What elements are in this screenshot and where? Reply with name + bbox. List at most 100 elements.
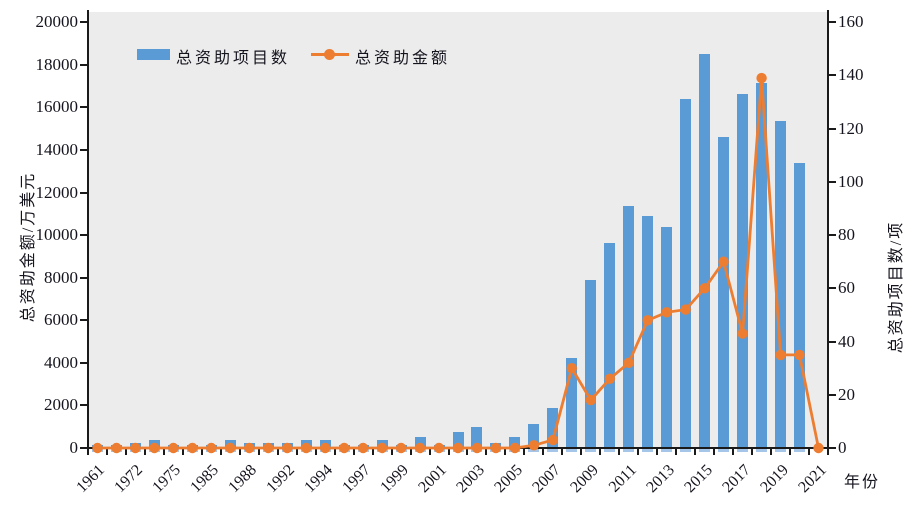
y-axis-tick-label: 0 (69, 438, 79, 457)
funding-line-marker (149, 442, 160, 454)
x-axis-tick (599, 449, 602, 455)
x-axis-tick (105, 449, 108, 455)
bar (794, 163, 806, 448)
y-axis-tick-label: 12000 (35, 182, 79, 202)
x-axis-tick (87, 449, 89, 455)
bar (509, 437, 521, 448)
funding-line-marker (395, 442, 407, 454)
right-axis-tick-label: 160 (838, 12, 864, 32)
right-axis-tick-label: 40 (838, 331, 855, 351)
bar-under-axis-stub (699, 449, 711, 452)
bar (680, 99, 692, 448)
y-axis-tick-label: 16000 (35, 97, 79, 117)
bar (775, 120, 787, 448)
x-axis-tick (618, 449, 621, 455)
bar-under-axis-stub (661, 449, 673, 452)
bar-under-axis-stub (775, 449, 787, 452)
x-axis-tick (390, 449, 393, 455)
funding-line-marker (339, 442, 350, 454)
funding-line-marker (376, 442, 388, 454)
x-axis-tick (428, 449, 431, 455)
y-axis-tick (80, 234, 87, 237)
y-axis-line-left (87, 10, 89, 450)
right-axis-tick-label: 0 (838, 438, 847, 457)
x-axis-tick (542, 449, 545, 455)
right-axis-tick (829, 180, 836, 183)
x-axis-tick (276, 449, 279, 455)
x-axis-tick (181, 449, 184, 455)
x-axis-tick (162, 449, 165, 455)
funding-line-marker (471, 442, 483, 454)
legend-bar-swatch (137, 49, 170, 60)
bar-under-axis-stub (680, 449, 692, 452)
funding-line-marker (357, 442, 369, 454)
combo-chart: 总资助项目数 总资助金额 总资助金额/万美元 总资助项目数/项 年份 0 2000… (20, 10, 905, 496)
funding-line-marker (320, 442, 331, 454)
funding-line-marker (225, 442, 236, 454)
funding-line-marker (585, 394, 596, 406)
funding-line-marker (566, 363, 577, 374)
bar-under-axis-stub (623, 449, 635, 452)
right-axis-tick (829, 127, 836, 130)
y-axis-tick (80, 63, 87, 66)
bar-under-axis-stub (604, 449, 616, 452)
y-axis-tick (80, 191, 87, 194)
funding-line-marker (111, 442, 122, 454)
x-axis-tick (580, 449, 583, 455)
right-axis-tick-label: 20 (838, 384, 855, 404)
x-axis-tick (466, 449, 469, 455)
x-axis-tick (333, 449, 336, 455)
x-axis-tick (257, 449, 260, 455)
funding-line-marker (92, 442, 103, 454)
bar (471, 426, 483, 448)
funding-line-marker (623, 357, 634, 368)
right-axis-tick-label: 100 (838, 171, 864, 191)
right-axis-tick (829, 393, 836, 396)
y-axis-tick (80, 404, 87, 407)
bar (604, 243, 616, 448)
x-axis-tick (124, 449, 127, 455)
bar (566, 357, 578, 448)
x-axis-tick (143, 449, 146, 455)
bar-under-axis-stub (756, 449, 768, 452)
funding-line-marker (263, 442, 274, 454)
x-axis-tick (770, 449, 773, 455)
right-axis-tick (829, 287, 836, 290)
bar-under-axis-stub (566, 449, 578, 452)
funding-line-marker (206, 442, 217, 454)
funding-line-marker (452, 442, 464, 454)
funding-line-marker (414, 442, 426, 454)
y-axis-tick (80, 447, 87, 449)
bar-under-axis-stub (585, 449, 597, 452)
x-axis-tick (200, 449, 203, 455)
funding-line-marker (794, 349, 805, 361)
y-axis-tick (80, 148, 87, 151)
right-axis-tick-label: 60 (838, 278, 855, 298)
y-axis-tick-label: 2000 (44, 395, 78, 415)
legend-line-marker-icon (324, 49, 335, 60)
x-axis-tick (808, 449, 811, 455)
bar-under-axis-stub (547, 449, 559, 452)
x-axis-tick (675, 449, 678, 455)
funding-line-marker (433, 442, 445, 454)
funding-line-marker (775, 349, 786, 361)
x-axis-tick (219, 449, 222, 455)
legend-bar-label: 总资助项目数 (176, 50, 291, 67)
x-axis-tick (713, 449, 716, 455)
x-axis-tick (409, 449, 412, 455)
bar (642, 216, 654, 448)
bar-under-axis-stub (528, 449, 540, 452)
y-axis-tick-label: 8000 (44, 267, 78, 287)
bar (585, 280, 597, 448)
funding-line-marker (528, 440, 540, 451)
bar (661, 227, 673, 448)
x-axis-tick (789, 449, 792, 455)
x-axis-tick (694, 449, 697, 455)
bar (623, 205, 635, 448)
x-axis-tick (504, 449, 507, 455)
right-axis-tick (829, 21, 836, 24)
y-axis-tick-label: 18000 (35, 54, 79, 74)
bar (528, 424, 540, 448)
bar-under-axis-stub (794, 449, 806, 452)
x-axis-tick (561, 449, 564, 455)
